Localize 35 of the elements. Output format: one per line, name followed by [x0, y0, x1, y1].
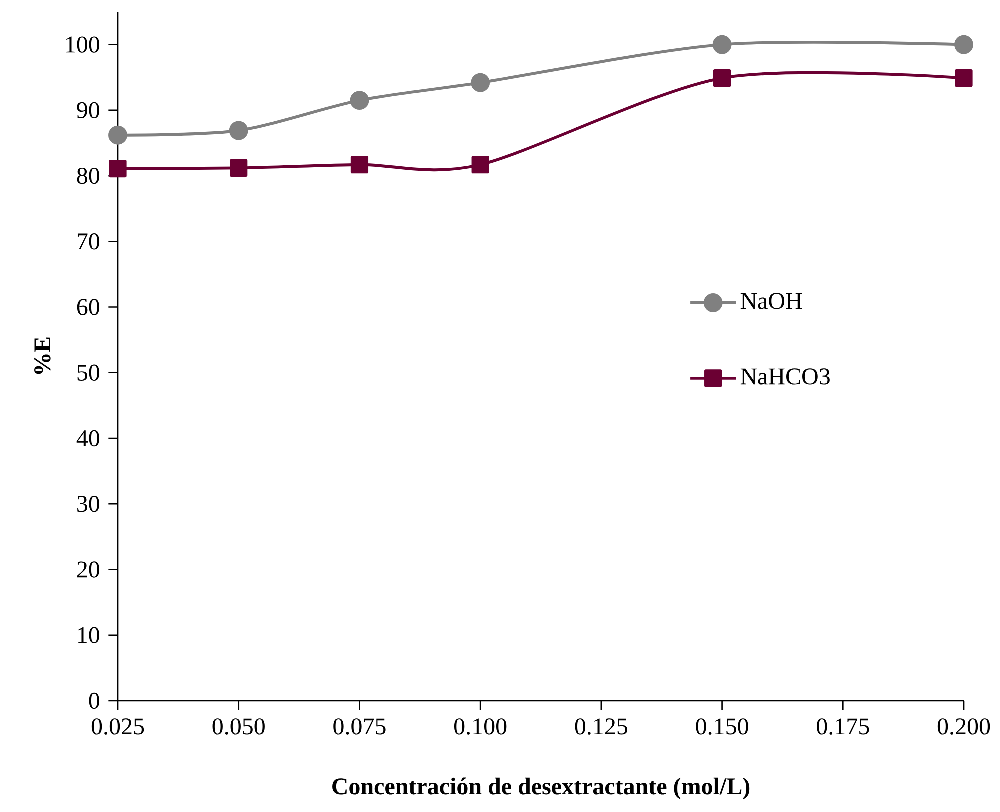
- y-tick-label: 10: [78, 627, 100, 644]
- legend-label: NaOH: [740, 293, 802, 310]
- y-tick-label: 70: [78, 234, 100, 250]
- y-tick-label: 50: [78, 364, 100, 381]
- legend-label: NaHCO3: [740, 368, 830, 385]
- point: [108, 126, 128, 145]
- point: [471, 73, 490, 92]
- point: [109, 160, 127, 178]
- point: [350, 91, 370, 110]
- y-tick-label: 0: [89, 692, 100, 710]
- x-tick-label: 0.075: [334, 718, 386, 735]
- x-tick-label: 0.150: [696, 718, 748, 735]
- y-tick-label: 80: [77, 168, 100, 184]
- point: [954, 35, 974, 54]
- point: [230, 159, 248, 177]
- x-tick-label: 0.200: [938, 718, 990, 735]
- y-tick-label: 20: [77, 562, 100, 578]
- x-tick-label: 0.125: [575, 718, 628, 735]
- point: [712, 35, 732, 54]
- y-tick-label: 100: [66, 36, 100, 53]
- point: [229, 121, 248, 140]
- y-tick-label: 90: [77, 102, 100, 119]
- x-tick-label: 0.100: [454, 718, 507, 735]
- x-tick-label: 0.050: [212, 718, 265, 735]
- y-tick-label: 30: [78, 496, 100, 512]
- point: [350, 156, 369, 174]
- y-axis-title: %E: [34, 338, 51, 374]
- x-axis-title: Concentración de desextractante (mol/L): [332, 778, 750, 800]
- x-tick-label: 0.025: [92, 718, 144, 735]
- y-tick-label: 40: [76, 430, 100, 447]
- x-tick-label: 0.175: [817, 718, 870, 735]
- point: [955, 69, 973, 88]
- y-tick-label: 60: [77, 299, 100, 316]
- point: [472, 156, 490, 174]
- point: [713, 69, 732, 88]
